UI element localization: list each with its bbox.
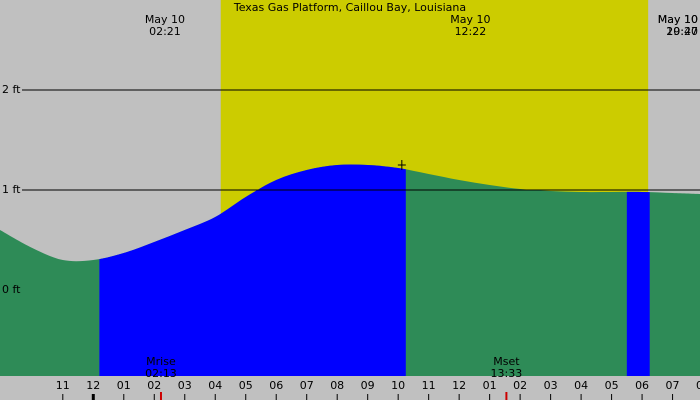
y-tick-label: 2 ft <box>2 83 21 96</box>
tide-event-date: May 10 <box>145 13 185 26</box>
chart-title: Texas Gas Platform, Caillou Bay, Louisia… <box>233 1 466 14</box>
tide-event-date: May 10 <box>658 13 698 26</box>
tide-event-time: 20:27 <box>666 25 698 38</box>
x-tick-label: 04 <box>208 379 222 392</box>
highlight-range <box>626 164 650 400</box>
x-tick-label: 07 <box>300 379 314 392</box>
tide-event-date: May 10 <box>658 13 698 26</box>
x-tick-label: 12 <box>452 379 466 392</box>
highlight-ranges <box>99 164 650 400</box>
y-gridlines <box>22 89 700 191</box>
tide-event-date: May 10 <box>450 13 490 26</box>
moon-event-label: Mrise <box>146 355 176 368</box>
x-tick-label: 01 <box>117 379 131 392</box>
x-tick-label: 11 <box>56 379 70 392</box>
x-tick-label: 12 <box>86 379 100 392</box>
x-axis-ticks: 11 12 01 02 03 04 05 06 07 08 09 10 11 12 01 02 03 04 05 06… <box>56 379 700 400</box>
x-tick-label: 06 <box>269 379 283 392</box>
x-tick-label: 11 <box>422 379 436 392</box>
x-tick-label: 04 <box>574 379 588 392</box>
x-tick-label: 02 <box>513 379 527 392</box>
x-tick-label: 07 <box>666 379 680 392</box>
x-tick-label: 05 <box>605 379 619 392</box>
x-tick-label: 01 <box>483 379 497 392</box>
y-tick-label: 0 ft <box>2 283 21 296</box>
x-tick-label: 08 <box>696 379 700 392</box>
tide-event-time: 02:21 <box>149 25 181 38</box>
moon-event-time: 02:13 <box>145 367 177 380</box>
x-tick-label: 10 <box>391 379 405 392</box>
tide-event-time: 12:22 <box>455 25 487 38</box>
x-tick-label: 09 <box>361 379 375 392</box>
y-tick-label: 1 ft <box>2 183 21 196</box>
x-tick-label: 05 <box>239 379 253 392</box>
tide-event-time: 19:40 <box>666 25 698 38</box>
x-tick-label: 06 <box>635 379 649 392</box>
x-axis-band <box>0 376 700 400</box>
x-tick-label: 08 <box>330 379 344 392</box>
x-tick-label: 03 <box>178 379 192 392</box>
moon-event-time: 13:33 <box>491 367 523 380</box>
x-tick-label: 02 <box>147 379 161 392</box>
x-tick-label: 03 <box>544 379 558 392</box>
moon-event-label: Mset <box>493 355 520 368</box>
y-axis-labels: 0 ft 1 ft 2 ft <box>2 83 21 296</box>
